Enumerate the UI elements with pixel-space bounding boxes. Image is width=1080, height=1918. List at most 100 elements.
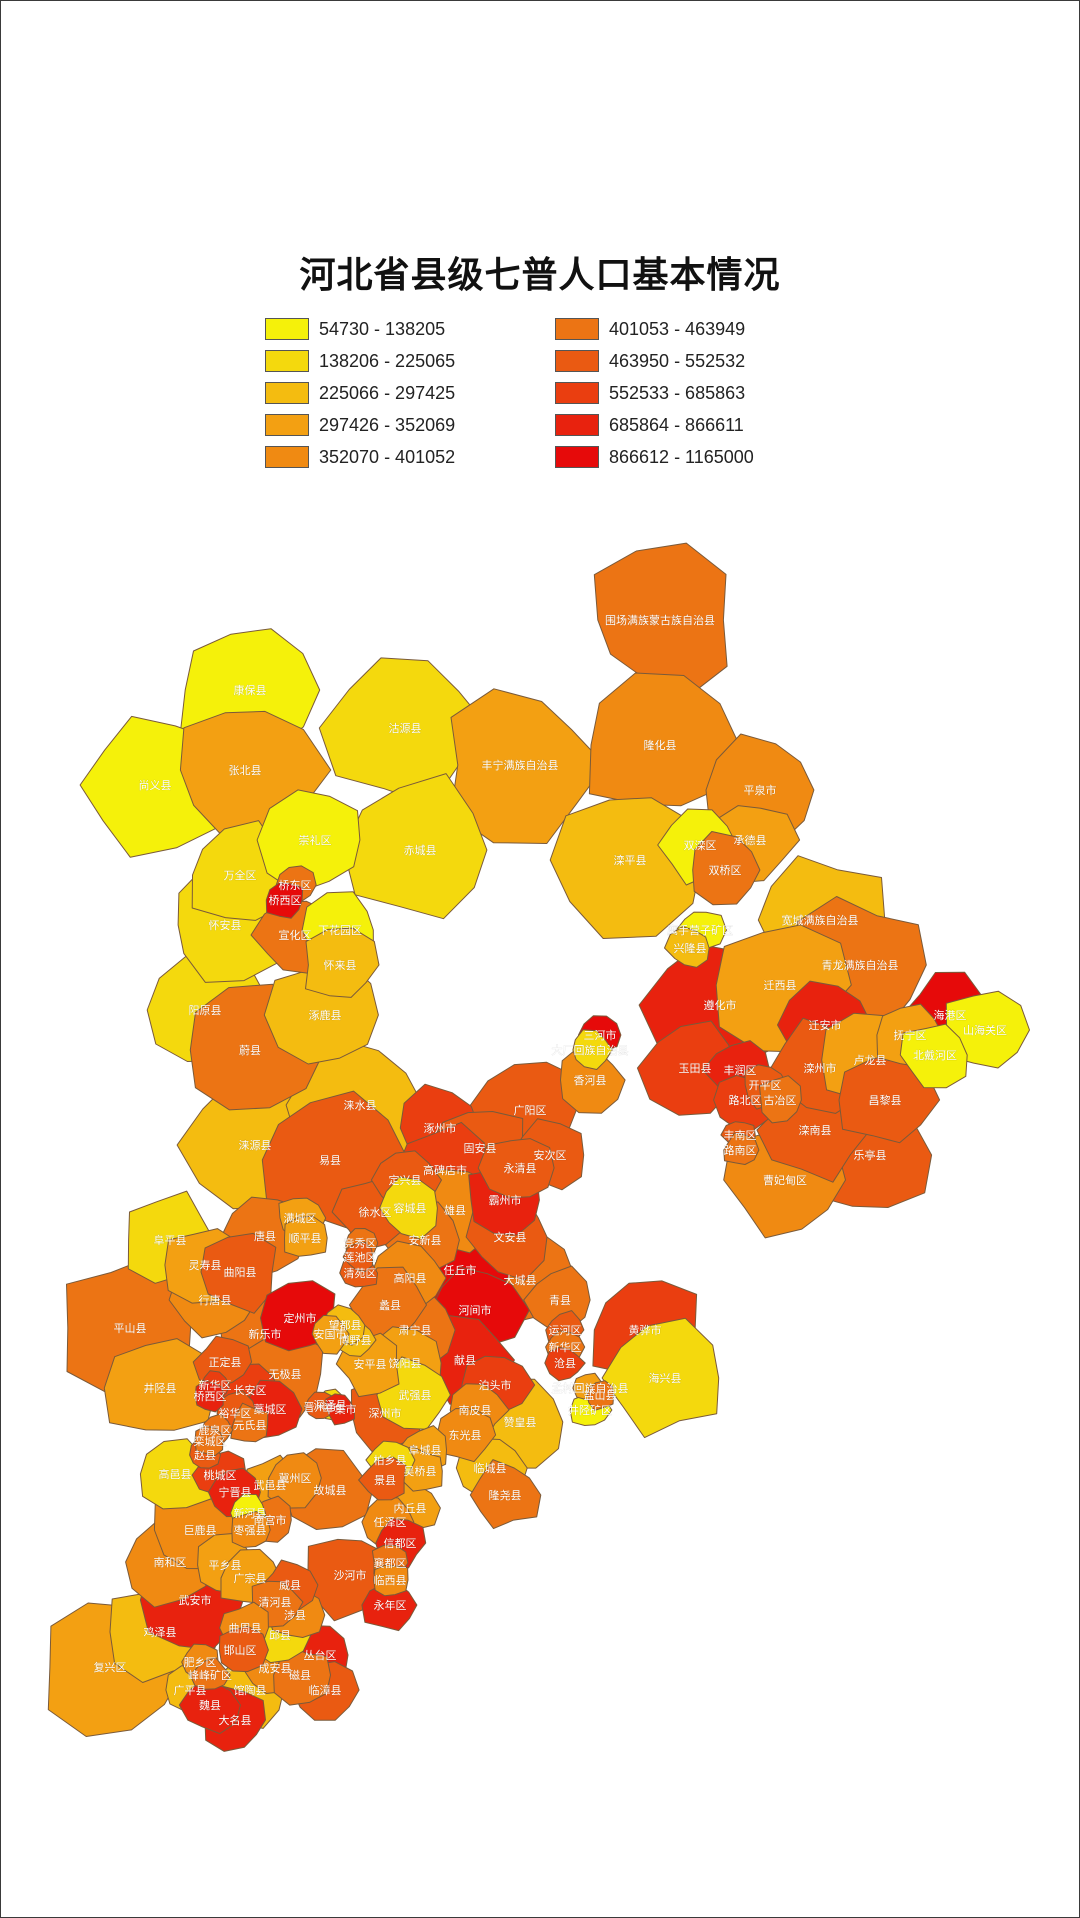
region-label: 望都县 <box>329 1319 362 1332</box>
region-label: 深泽县 <box>314 1399 347 1412</box>
region-label: 定兴县 <box>389 1173 422 1187</box>
region-label: 巨鹿县 <box>184 1523 217 1537</box>
region-label: 成安县 <box>259 1661 292 1675</box>
region-label: 临漳县 <box>309 1683 342 1697</box>
region-label: 阳原县 <box>189 1004 222 1017</box>
region-label: 桥西区 <box>269 894 302 907</box>
region-label: 故城县 <box>314 1483 347 1497</box>
region-label: 井陉县 <box>144 1381 177 1395</box>
region-label: 赵县 <box>194 1448 216 1462</box>
region-label: 运河区 <box>549 1324 582 1337</box>
region-label: 饶阳县 <box>389 1357 422 1370</box>
region-label: 桥西区 <box>194 1390 227 1403</box>
region-label: 蠡县 <box>379 1298 401 1312</box>
region-label: 海港区 <box>934 1008 967 1022</box>
region-area <box>601 1317 720 1439</box>
region-label: 宽城满族自治县 <box>782 913 859 927</box>
region-label: 迁安市 <box>809 1018 842 1032</box>
region-label: 柏乡县 <box>374 1453 407 1467</box>
region-area <box>230 1402 269 1443</box>
map-title: 河北省县级七普人口基本情况 <box>299 255 781 296</box>
region-label: 清苑区 <box>344 1267 377 1280</box>
region-label: 兴隆县 <box>674 941 707 955</box>
region-label: 景县 <box>374 1474 396 1487</box>
region-label: 元氏县 <box>234 1419 267 1432</box>
region-area <box>692 831 761 906</box>
region-label: 卢龙县 <box>854 1054 887 1067</box>
region-label: 大名县 <box>219 1713 252 1727</box>
region-label: 隆尧县 <box>489 1488 522 1502</box>
region-label: 东光县 <box>449 1428 482 1442</box>
region-label: 吴桥县 <box>404 1465 437 1478</box>
region-area <box>267 1452 322 1509</box>
region-label: 长安区 <box>234 1383 267 1397</box>
region-label: 丛台区 <box>304 1648 337 1662</box>
region-area <box>899 1023 968 1089</box>
region-area <box>593 542 728 699</box>
region-area <box>284 1215 328 1257</box>
region-label: 鸡泽县 <box>144 1625 177 1639</box>
region-label: 昌黎县 <box>869 1093 902 1107</box>
region-label: 井陉矿区 <box>568 1403 612 1417</box>
legend-item: 297426 - 352069 <box>265 412 455 438</box>
region-area <box>549 797 703 939</box>
region-area <box>273 1645 331 1706</box>
region-label: 涿鹿县 <box>309 1008 342 1022</box>
region-label: 易县 <box>319 1154 341 1167</box>
legend-item: 138206 - 225065 <box>265 348 455 374</box>
region-area <box>759 1075 802 1124</box>
region-area <box>358 1456 407 1501</box>
region-label: 赞皇县 <box>504 1415 537 1429</box>
region-label: 满城区 <box>284 1212 317 1225</box>
region-label: 双桥区 <box>709 864 742 877</box>
region-area <box>588 672 740 807</box>
region-label: 河间市 <box>459 1303 492 1317</box>
region-label: 下花园区 <box>318 924 362 937</box>
region-label: 阜城县 <box>409 1444 442 1457</box>
region-label: 曲周县 <box>229 1622 262 1635</box>
region-label: 开平区 <box>749 1079 782 1092</box>
region-label: 晋州市 <box>304 1400 337 1414</box>
region-label: 丰南区 <box>724 1129 757 1142</box>
region-label: 孟村回族自治县 <box>552 1381 629 1395</box>
region-area <box>572 1029 613 1070</box>
region-label: 邱县 <box>269 1629 291 1642</box>
region-label: 康保县 <box>234 683 267 697</box>
region-label: 武强县 <box>399 1389 432 1402</box>
region-area <box>450 688 606 844</box>
region-label: 正定县 <box>209 1355 242 1369</box>
region-area <box>189 1657 231 1690</box>
region-area <box>200 1232 277 1314</box>
region-label: 阜平县 <box>154 1234 187 1247</box>
region-label: 武安市 <box>179 1593 212 1607</box>
region-area <box>342 1241 374 1272</box>
region-label: 广宗县 <box>234 1571 267 1585</box>
region-label: 香河县 <box>574 1074 607 1087</box>
region-label: 盐山县 <box>584 1389 617 1402</box>
region-area <box>664 926 710 968</box>
region-area <box>477 1138 555 1199</box>
region-label: 安平县 <box>354 1357 387 1371</box>
region-label: 尚义县 <box>139 778 172 792</box>
region-label: 北戴河区 <box>913 1048 957 1062</box>
legend-swatch <box>265 446 309 468</box>
region-label: 行唐县 <box>199 1293 232 1307</box>
region-label: 迁西县 <box>764 979 797 992</box>
region-label: 路北区 <box>729 1094 762 1107</box>
region-label: 顺平县 <box>289 1232 322 1245</box>
region-label: 平乡县 <box>209 1559 242 1572</box>
region-label: 涞水县 <box>344 1099 377 1112</box>
legend-label: 463950 - 552532 <box>609 350 746 371</box>
region-polygons <box>47 542 1030 1752</box>
legend-item: 54730 - 138205 <box>265 316 445 342</box>
region-area <box>305 927 380 998</box>
region-area <box>194 1425 224 1457</box>
region-label: 复兴区 <box>94 1660 127 1674</box>
legend-label: 297426 - 352069 <box>319 414 456 435</box>
region-label: 围场满族蒙古族自治县 <box>605 613 715 627</box>
region-label: 肃宁县 <box>399 1323 432 1337</box>
region-label: 平泉市 <box>744 783 777 797</box>
region-label: 内丘县 <box>394 1501 427 1515</box>
